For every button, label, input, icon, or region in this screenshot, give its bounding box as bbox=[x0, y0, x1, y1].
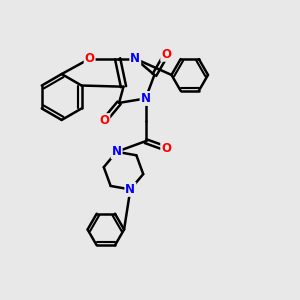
Text: N: N bbox=[112, 145, 122, 158]
Text: O: O bbox=[161, 142, 171, 155]
Text: O: O bbox=[161, 48, 171, 61]
Text: N: N bbox=[141, 92, 151, 105]
Text: N: N bbox=[125, 183, 135, 196]
Text: O: O bbox=[99, 114, 110, 127]
Text: O: O bbox=[85, 52, 94, 65]
Text: N: N bbox=[130, 52, 140, 65]
